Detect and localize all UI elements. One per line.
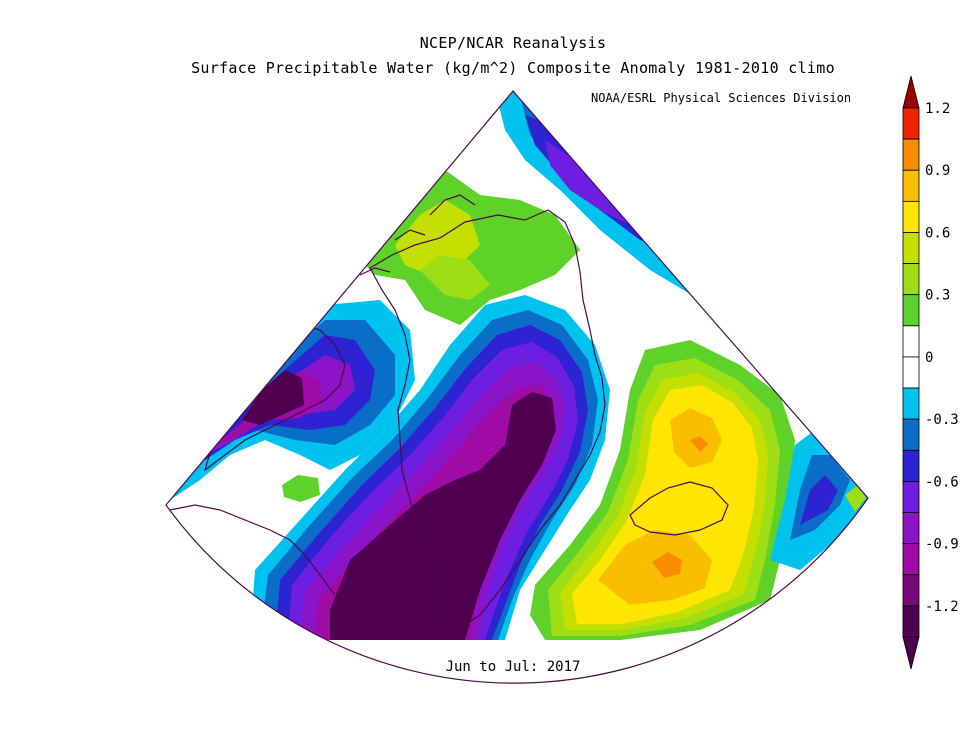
contour-ne-purple [545, 140, 630, 225]
colorbar-tick-label: 0.9 [925, 163, 950, 179]
colorbar-tick-label: -0.6 [925, 474, 959, 490]
contour-ngreen-lime [395, 200, 480, 275]
contour-iceland-gold [598, 530, 712, 605]
colorbar-tick-label: 0 [925, 350, 933, 366]
credit-label: NOAA/ESRL Physical Sciences Division [591, 91, 852, 105]
colorbar-bin [902, 605, 920, 638]
colorbar-bin [902, 356, 920, 389]
colorbar-bin [902, 418, 920, 451]
colorbar-bin [902, 387, 920, 420]
colorbar-tick-label: -0.9 [925, 537, 959, 553]
colorbar: 1.2 0.9 0.6 0.3 0 -0.3 -0.6 -0.9 -1.2 [902, 75, 959, 670]
colorbar-bin [902, 232, 920, 264]
colorbar-bin [902, 481, 920, 513]
colorbar-top-arrow [902, 75, 920, 109]
colorbar-bin [902, 449, 920, 482]
colorbar-bin [902, 107, 920, 140]
colorbar-bin [902, 512, 920, 545]
period-label: Jun to Jul: 2017 [445, 659, 581, 675]
colorbar-tick-label: -0.3 [925, 412, 959, 428]
contour-iceland-orange2 [690, 436, 708, 452]
colorbar-bin [902, 325, 920, 358]
contour-east-green [845, 485, 866, 512]
contour-baffin-green [282, 475, 320, 502]
coastline-arctic-islands [359, 194, 476, 276]
chart-subtitle: Surface Precipitable Water (kg/m^2) Comp… [191, 59, 835, 77]
contour-east-indigo [800, 475, 838, 525]
colorbar-tick-label: 0.3 [925, 288, 950, 304]
contour-ngreen-inner [420, 255, 490, 300]
colorbar-bottom-arrow [902, 636, 920, 670]
coastline-canada [169, 504, 336, 596]
coastline-greenland [369, 209, 606, 629]
coastline-iceland [629, 481, 729, 536]
colorbar-bin [902, 138, 920, 171]
colorbar-tick-label: 1.2 [925, 101, 950, 117]
colorbar-tick-label: 0.6 [925, 225, 950, 241]
contour-baffin-core [242, 370, 304, 425]
anomaly-field [166, 91, 868, 650]
colorbar-bin [902, 543, 920, 576]
colorbar-bin [902, 263, 920, 296]
colorbar-bin [902, 200, 920, 233]
colorbar-bin [902, 574, 920, 607]
contour-central-core [330, 392, 556, 640]
contour-iceland-orange [652, 552, 682, 578]
colorbar-bin [902, 169, 920, 202]
colorbar-tick-label: -1.2 [925, 599, 959, 615]
colorbar-bin [902, 294, 920, 327]
sector-outline [165, 90, 869, 684]
chart-title: NCEP/NCAR Reanalysis [419, 34, 607, 52]
